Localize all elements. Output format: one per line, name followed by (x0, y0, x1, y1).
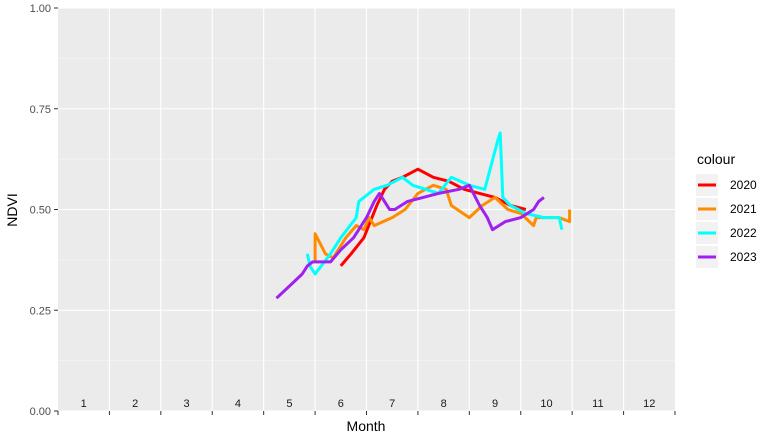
x-tick-label: 9 (492, 398, 498, 410)
grid-lines (58, 7, 675, 412)
y-axis-title: NDVI (4, 193, 20, 226)
y-tick-label: 1.00 (30, 3, 51, 15)
series-line-2023 (275, 183, 545, 300)
x-tick-label: 7 (389, 398, 395, 410)
y-tick-label: 0.75 (30, 104, 51, 116)
series-line-2020 (339, 167, 527, 267)
y-tick-label: 0.00 (30, 406, 51, 418)
x-tick-label: 3 (183, 398, 189, 410)
x-axis-title: Month (347, 418, 386, 434)
legend-label-2021: 2021 (730, 202, 757, 216)
legend: colour 2020 2021 2022 2023 (696, 151, 757, 268)
x-tick-label: 10 (540, 398, 552, 410)
x-tick-label: 11 (592, 398, 603, 410)
y-tick-label: 0.50 (30, 205, 51, 217)
legend-title: colour (697, 151, 735, 167)
y-tick-label: 0.25 (30, 305, 51, 317)
series-line-2021 (313, 183, 572, 262)
x-tick-label: 5 (286, 398, 292, 410)
x-tick-label: 2 (132, 398, 138, 410)
x-tick-label: 8 (441, 398, 447, 410)
x-tick-label: 12 (643, 398, 655, 410)
legend-label-2023: 2023 (730, 250, 757, 264)
legend-label-2020: 2020 (730, 178, 757, 192)
legend-label-2022: 2022 (730, 226, 757, 240)
x-tick-label: 6 (338, 398, 344, 410)
axes: 0.000.250.500.751.001 2 3 4 5 6 7 8 9 10 11 12 (30, 3, 676, 418)
x-tick-label: 4 (235, 398, 241, 410)
x-tick-label: 1 (81, 398, 87, 410)
series-lines (275, 131, 572, 300)
